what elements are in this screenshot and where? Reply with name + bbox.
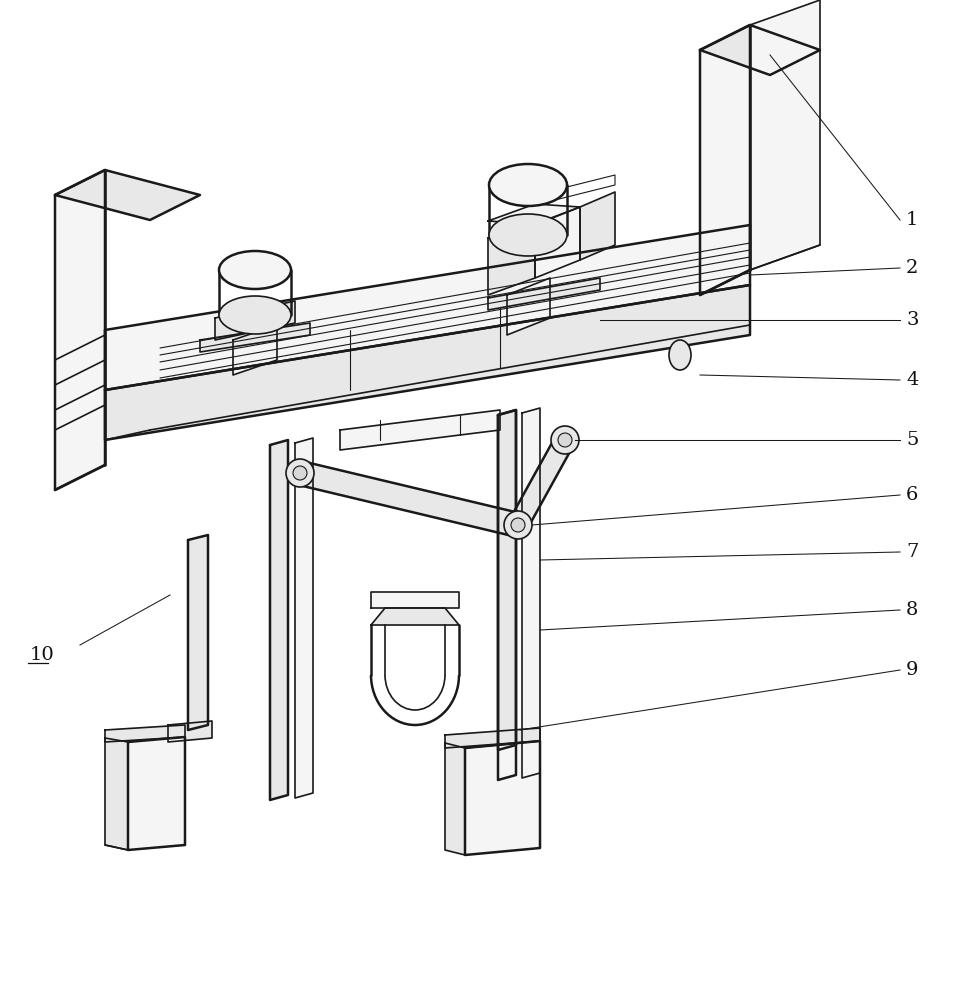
Polygon shape (488, 204, 580, 224)
Polygon shape (55, 170, 200, 220)
Polygon shape (340, 410, 500, 450)
Circle shape (558, 433, 572, 447)
Polygon shape (445, 728, 540, 748)
Text: 9: 9 (906, 661, 919, 679)
Polygon shape (371, 592, 459, 608)
Text: 4: 4 (906, 371, 919, 389)
Polygon shape (55, 170, 105, 490)
Ellipse shape (219, 296, 291, 334)
Polygon shape (168, 721, 212, 742)
Ellipse shape (219, 251, 291, 289)
Polygon shape (371, 608, 459, 625)
Polygon shape (507, 278, 550, 335)
Polygon shape (580, 192, 615, 260)
Text: 10: 10 (30, 646, 54, 664)
Polygon shape (233, 325, 277, 375)
Polygon shape (188, 535, 208, 730)
Polygon shape (498, 410, 516, 780)
Polygon shape (700, 25, 750, 295)
Polygon shape (700, 25, 820, 75)
Text: 7: 7 (906, 543, 919, 561)
Polygon shape (498, 410, 516, 750)
Polygon shape (128, 737, 185, 850)
Circle shape (286, 459, 314, 487)
Polygon shape (522, 408, 540, 778)
Text: 3: 3 (906, 311, 919, 329)
Text: 6: 6 (906, 486, 919, 504)
Polygon shape (445, 743, 465, 855)
Circle shape (293, 466, 307, 480)
Polygon shape (509, 435, 574, 530)
Polygon shape (270, 440, 288, 800)
Text: 5: 5 (906, 431, 919, 449)
Polygon shape (488, 221, 535, 295)
Text: 8: 8 (906, 601, 919, 619)
Ellipse shape (489, 214, 567, 256)
Polygon shape (105, 725, 185, 742)
Polygon shape (750, 0, 820, 270)
Polygon shape (295, 438, 313, 798)
Ellipse shape (489, 164, 567, 206)
Polygon shape (200, 323, 310, 352)
Polygon shape (465, 741, 540, 855)
Polygon shape (215, 301, 295, 340)
Text: 1: 1 (906, 211, 919, 229)
Polygon shape (105, 285, 750, 440)
Text: 2: 2 (906, 259, 919, 277)
Polygon shape (488, 278, 600, 310)
Polygon shape (105, 225, 750, 390)
Circle shape (511, 518, 525, 532)
Circle shape (551, 426, 579, 454)
Ellipse shape (669, 340, 691, 370)
Polygon shape (105, 738, 128, 850)
Polygon shape (297, 461, 521, 537)
Polygon shape (535, 207, 580, 278)
Circle shape (504, 511, 532, 539)
